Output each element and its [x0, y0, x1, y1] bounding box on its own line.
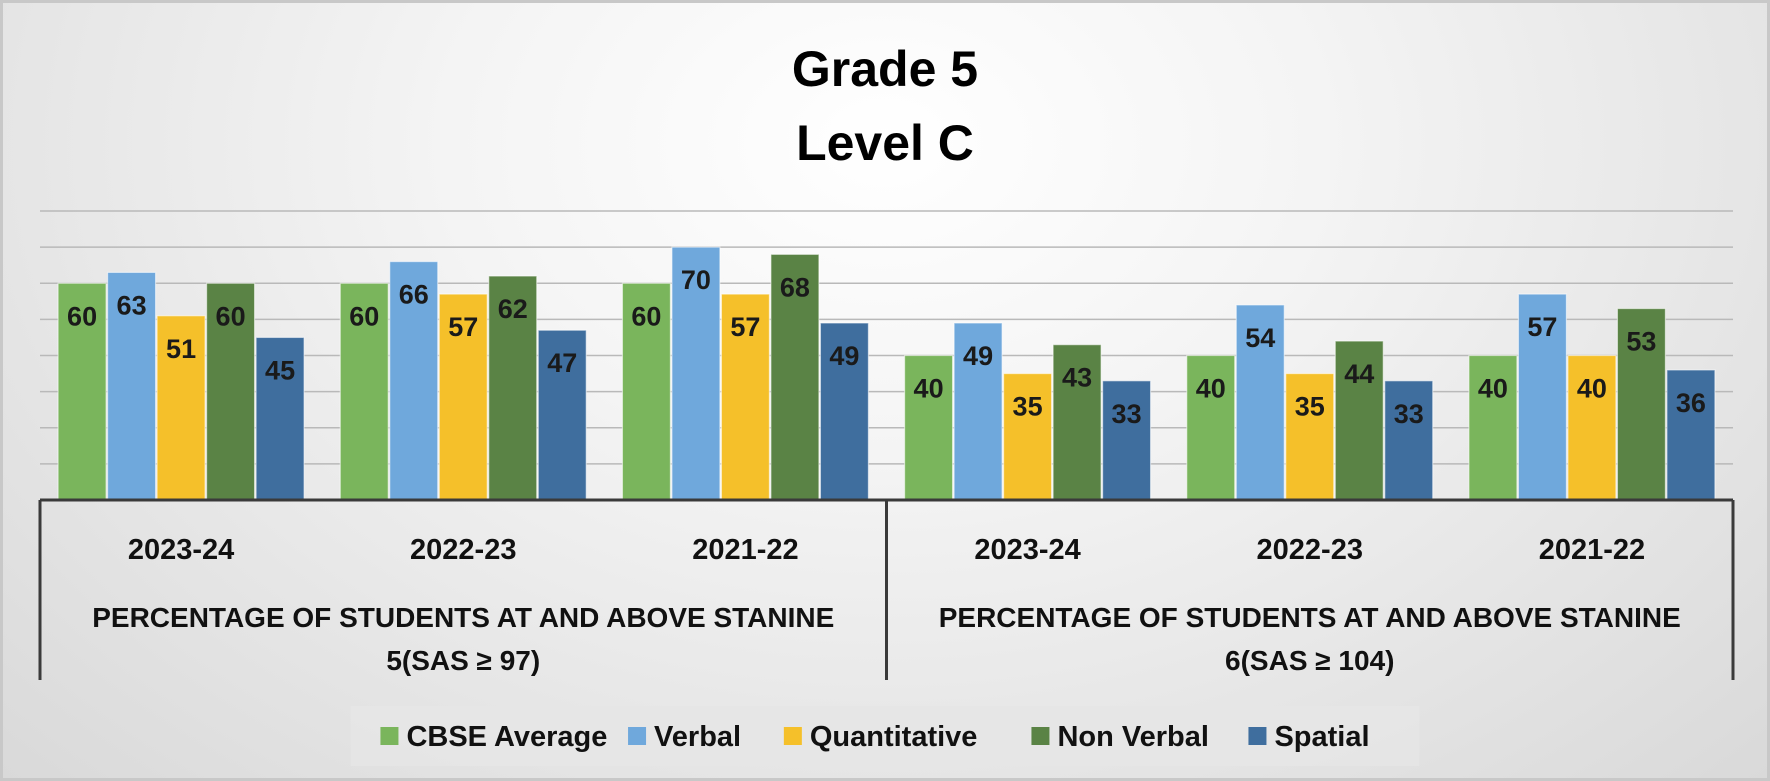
group-label-line: PERCENTAGE OF STUDENTS AT AND ABOVE STAN…: [92, 602, 834, 633]
bar[interactable]: [57, 282, 107, 501]
data-label: 60: [67, 301, 97, 331]
data-label: 53: [1626, 327, 1656, 357]
bar[interactable]: [255, 336, 305, 501]
data-label: 40: [1478, 374, 1508, 404]
category-tick-label: 2022-23: [410, 534, 516, 566]
data-label: 44: [1344, 359, 1374, 389]
group-label-line: 6(SAS ≥ 104): [1225, 645, 1394, 676]
bar[interactable]: [770, 253, 820, 501]
bar-chart: Grade 5 Level C 60 60 60 40 40 40 63 66 70 49 54 57 51…: [38, 41, 1735, 766]
bar[interactable]: [488, 275, 538, 501]
group-label-line: PERCENTAGE OF STUDENTS AT AND ABOVE STAN…: [939, 602, 1681, 633]
data-label: 47: [547, 348, 577, 378]
legend-swatch: [628, 727, 647, 745]
data-label: 35: [1295, 392, 1325, 422]
category-tick-label: 2023-24: [128, 534, 234, 566]
data-label: 43: [1062, 363, 1092, 393]
bar[interactable]: [1384, 380, 1434, 501]
data-label: 40: [1577, 374, 1607, 404]
category-tick-label: 2022-23: [1257, 534, 1363, 566]
bar[interactable]: [106, 271, 157, 501]
legend-swatch: [1031, 727, 1050, 745]
legend-label: Non Verbal: [1057, 721, 1209, 753]
data-label: 45: [265, 355, 295, 385]
data-label: 35: [1013, 392, 1043, 422]
data-label: 40: [1196, 374, 1226, 404]
bar[interactable]: [1285, 372, 1335, 501]
data-label: 57: [448, 312, 478, 342]
bar[interactable]: [1235, 304, 1285, 501]
bar[interactable]: [1002, 372, 1053, 501]
category-tick-label: 2021-22: [1539, 534, 1645, 566]
data-label: 62: [498, 294, 528, 324]
data-label: 63: [117, 290, 147, 320]
data-label: 66: [399, 280, 429, 310]
data-label: 49: [963, 341, 993, 371]
bar[interactable]: [537, 329, 587, 501]
bar[interactable]: [621, 282, 672, 501]
data-label: 51: [166, 334, 196, 364]
data-label: 33: [1112, 399, 1142, 429]
legend-swatch: [1248, 727, 1267, 745]
bar[interactable]: [389, 260, 439, 501]
bar[interactable]: [205, 282, 256, 501]
data-label: 70: [681, 265, 711, 295]
legend-label: Spatial: [1274, 721, 1369, 753]
bar[interactable]: [438, 293, 488, 501]
bar[interactable]: [339, 282, 389, 501]
category-tick-label: 2021-22: [692, 534, 798, 566]
data-label: 33: [1394, 399, 1424, 429]
legend-box: [350, 706, 1420, 766]
data-label: 68: [780, 272, 810, 302]
data-label: 49: [829, 341, 859, 371]
chart-title-line-2: Level C: [796, 115, 974, 171]
legend-label: Quantitative: [810, 721, 978, 753]
bar[interactable]: [1567, 354, 1617, 501]
legend-swatch: [783, 727, 802, 745]
group-label-line: 5(SAS ≥ 97): [386, 645, 540, 676]
chart-title-line-1: Grade 5: [792, 41, 978, 97]
bar[interactable]: [903, 354, 954, 501]
bar[interactable]: [1334, 340, 1384, 501]
data-label: 57: [730, 312, 760, 342]
bar[interactable]: [1517, 293, 1568, 501]
category-tick-label: 2023-24: [974, 534, 1080, 566]
bar[interactable]: [819, 322, 870, 501]
data-label: 57: [1527, 312, 1557, 342]
bar[interactable]: [1186, 354, 1236, 501]
data-label: 60: [631, 301, 661, 331]
data-label: 60: [349, 301, 379, 331]
legend-label: CBSE Average: [406, 721, 607, 753]
bar[interactable]: [1468, 354, 1518, 501]
bar[interactable]: [953, 322, 1003, 501]
legend-label: Verbal: [654, 721, 741, 753]
legend-swatch: [380, 727, 399, 745]
data-label: 40: [914, 374, 944, 404]
data-label: 54: [1245, 323, 1275, 353]
data-label: 36: [1676, 388, 1706, 418]
data-label: 60: [216, 301, 246, 331]
bar[interactable]: [720, 293, 771, 501]
